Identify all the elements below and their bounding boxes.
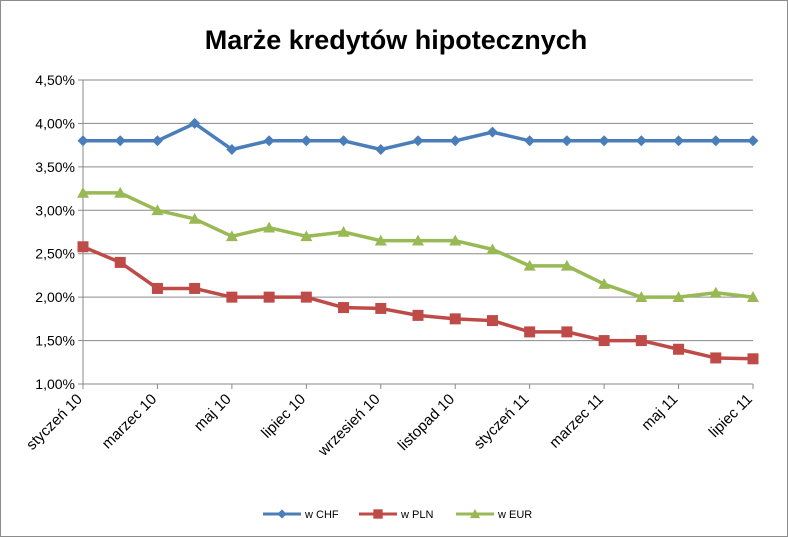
data-point-square: [747, 353, 759, 365]
x-tick-label: lipiec 10: [258, 391, 309, 442]
data-point-triangle: [449, 234, 462, 246]
data-point-triangle: [300, 230, 313, 242]
data-point-square: [412, 309, 424, 321]
y-tick-label: 2,50%: [35, 246, 75, 262]
data-point-square: [151, 282, 163, 294]
data-point-square: [561, 326, 573, 338]
data-point-diamond: [635, 135, 647, 147]
data-point-diamond: [263, 135, 275, 147]
y-tick-label: 4,50%: [35, 72, 75, 88]
data-point-triangle: [598, 278, 611, 289]
data-point-square: [710, 352, 722, 364]
data-point-triangle: [672, 291, 685, 302]
y-tick-label: 3,50%: [35, 159, 75, 175]
data-point-square: [375, 302, 387, 314]
legend-label: w CHF: [304, 509, 339, 521]
data-point-diamond: [598, 135, 610, 147]
data-point-triangle: [469, 508, 481, 519]
series-0: [77, 117, 759, 155]
data-point-square: [598, 335, 610, 347]
data-point-triangle: [709, 286, 722, 298]
data-point-triangle: [412, 234, 424, 246]
data-point-triangle: [560, 259, 573, 271]
y-tick-label: 1,50%: [35, 333, 75, 349]
data-point-diamond: [189, 117, 201, 129]
x-tick-label: marzec 10: [99, 391, 161, 453]
data-point-diamond: [710, 135, 722, 147]
x-tick-label: styczeń 10: [23, 391, 86, 454]
data-point-square: [114, 256, 126, 268]
series-group: [77, 117, 759, 365]
data-point-square: [338, 302, 350, 314]
data-point-square: [77, 241, 89, 253]
data-point-square: [373, 509, 383, 519]
data-point-diamond: [300, 135, 312, 147]
data-point-diamond: [412, 135, 424, 147]
data-point-square: [263, 291, 275, 303]
chart-title: Marże kredytów hipotecznych: [205, 25, 588, 55]
x-tick-label: listopad 10: [395, 391, 458, 454]
data-point-triangle: [114, 186, 127, 198]
data-point-triangle: [263, 221, 276, 233]
data-point-square: [673, 343, 685, 355]
data-point-diamond: [449, 135, 461, 147]
data-point-diamond: [77, 135, 89, 147]
data-point-triangle: [151, 204, 164, 216]
data-point-triangle: [77, 186, 89, 198]
x-tick-label: marzec 11: [546, 391, 607, 452]
data-point-square: [635, 335, 647, 347]
data-point-diamond: [561, 135, 573, 147]
legend-item: w PLN: [359, 509, 433, 521]
data-point-triangle: [523, 259, 536, 271]
series-2: [77, 186, 759, 302]
legend-label: w EUR: [497, 509, 532, 521]
data-point-diamond: [747, 135, 759, 147]
x-tick-label: lipiec 11: [706, 391, 756, 441]
x-tick-label: maj 10: [191, 391, 235, 435]
data-point-triangle: [337, 226, 350, 237]
y-tick-label: 4,00%: [35, 115, 75, 131]
y-axis-tick-labels: 1,00% 1,50% 2,00% 2,50% 3,00% 3,50% 4,00% 4,50%: [35, 72, 75, 392]
y-tick-label: 3,00%: [35, 202, 75, 218]
data-point-square: [524, 326, 536, 338]
data-point-diamond: [277, 509, 287, 519]
data-point-diamond: [338, 135, 350, 147]
y-tick-label: 2,00%: [35, 289, 75, 305]
data-point-diamond: [226, 143, 238, 155]
legend: w CHF w PLN w EUR: [263, 508, 532, 521]
data-point-triangle: [486, 243, 499, 255]
series-1: [77, 241, 759, 365]
data-point-triangle: [635, 291, 648, 302]
x-axis-tick-labels: styczeń 10 marzec 10 maj 10 lipiec 10 wrzesi…: [23, 391, 756, 460]
data-point-triangle: [374, 234, 387, 246]
x-tick-label: maj 11: [638, 391, 681, 434]
data-point-square: [449, 313, 461, 325]
data-point-square: [300, 291, 312, 303]
axes: [82, 80, 754, 389]
data-point-triangle: [188, 212, 201, 224]
data-point-diamond: [486, 126, 498, 138]
data-point-square: [189, 282, 201, 294]
grid-lines: [78, 79, 753, 385]
data-point-square: [486, 315, 498, 327]
data-point-diamond: [524, 135, 536, 147]
data-point-diamond: [114, 135, 126, 147]
legend-item: w CHF: [263, 509, 339, 521]
data-point-triangle: [747, 291, 759, 302]
data-point-square: [226, 291, 238, 303]
x-tick-label: wrzesień 10: [314, 391, 383, 460]
legend-label: w PLN: [400, 509, 433, 521]
y-tick-label: 1,00%: [35, 376, 75, 392]
x-tick-label: styczeń 11: [471, 391, 533, 453]
data-point-triangle: [225, 230, 238, 242]
legend-item: w EUR: [456, 508, 532, 521]
data-point-diamond: [375, 143, 387, 155]
data-point-diamond: [673, 135, 685, 147]
series-line: [82, 245, 754, 361]
data-point-diamond: [151, 135, 163, 147]
